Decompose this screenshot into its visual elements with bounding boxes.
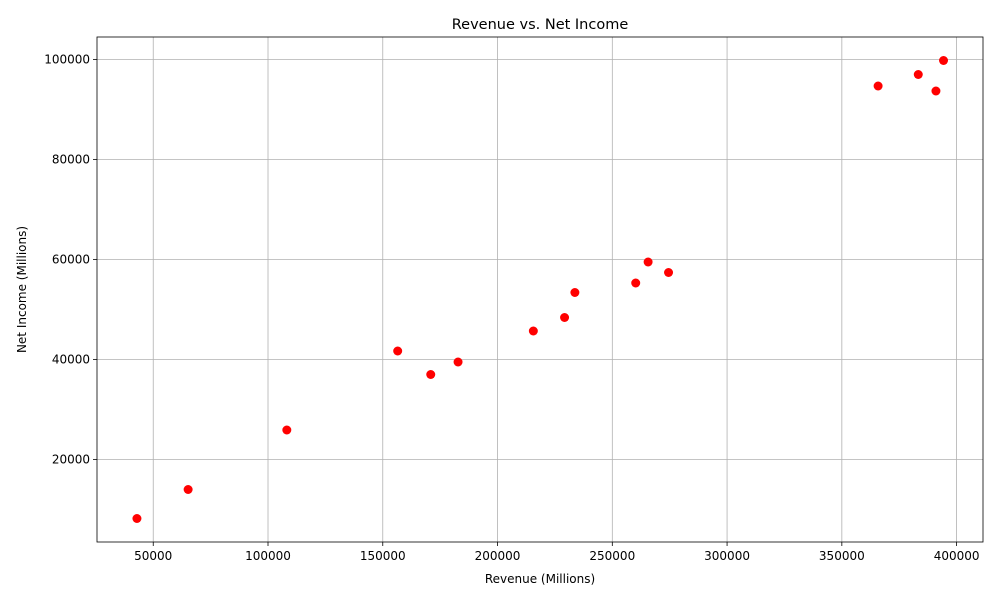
y-axis-label: Net Income (Millions) (15, 226, 29, 353)
data-point (664, 268, 674, 277)
x-tick-label: 350000 (819, 549, 865, 563)
data-point (873, 81, 883, 91)
y-tick-label: 20000 (52, 453, 90, 467)
data-point (643, 257, 653, 267)
axis-ticks: 50000 100000 150000 200000 250000 300000 35000… (44, 53, 979, 564)
x-tick-label: 100000 (245, 549, 291, 563)
x-tick-label: 200000 (475, 549, 521, 563)
data-point (183, 485, 193, 494)
data-point (560, 313, 570, 322)
chart-title: Revenue vs. Net Income (452, 17, 629, 33)
grid (97, 37, 983, 542)
data-point (931, 86, 941, 96)
y-tick-label: 80000 (52, 153, 90, 167)
data-points (132, 56, 949, 523)
data-point (631, 278, 641, 288)
data-point (939, 56, 949, 65)
data-point (426, 370, 436, 379)
y-tick-label: 40000 (52, 353, 90, 367)
data-point (453, 357, 463, 367)
y-tick-label: 100000 (44, 53, 90, 67)
x-tick-label: 250000 (589, 549, 635, 563)
data-point (282, 425, 292, 435)
y-tick-label: 60000 (52, 253, 90, 267)
x-tick-label: 400000 (934, 549, 980, 563)
data-point (528, 326, 538, 336)
data-point (570, 288, 580, 297)
x-tick-label: 150000 (360, 549, 406, 563)
x-tick-label: 300000 (704, 549, 750, 563)
data-point (132, 514, 142, 523)
x-axis-label: Revenue (Millions) (485, 572, 595, 586)
plot-frame (96, 36, 984, 543)
x-tick-label: 50000 (134, 549, 172, 563)
data-point (913, 70, 923, 79)
data-point (393, 346, 403, 356)
